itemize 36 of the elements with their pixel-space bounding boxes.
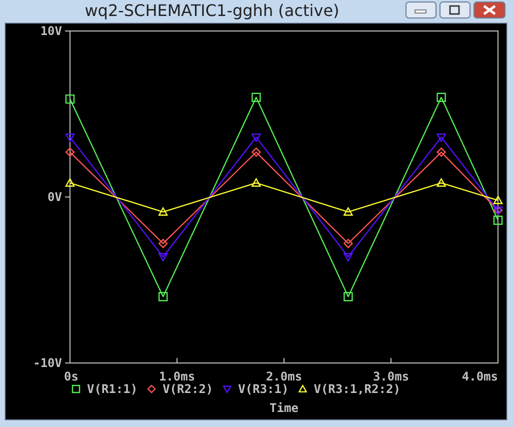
- x-tick-label: 3.0ms: [372, 370, 410, 384]
- y-tick-label: 0V: [48, 190, 62, 204]
- legend-label: V(R2:2): [162, 382, 214, 396]
- legend-label: V(R1:1): [87, 382, 138, 396]
- point: [344, 238, 353, 248]
- point: [158, 207, 168, 216]
- x-tick-label: 1.0ms: [158, 370, 196, 384]
- point: [65, 133, 75, 142]
- point: [65, 178, 75, 187]
- y-tick-label: -10V: [33, 356, 62, 370]
- point: [252, 92, 261, 102]
- point: [158, 252, 168, 262]
- point: [158, 238, 168, 248]
- x-tick-label: 4.0ms: [462, 370, 498, 384]
- point: [252, 133, 261, 142]
- point: [493, 196, 503, 204]
- point: [344, 292, 353, 302]
- legend-label: V(R3:1,R2:2): [314, 382, 400, 396]
- point: [65, 94, 75, 104]
- point: [158, 292, 168, 302]
- point: [436, 133, 446, 142]
- x-tick-label: 2.0ms: [266, 370, 302, 384]
- point: [344, 207, 353, 216]
- point: [65, 148, 75, 157]
- point: [344, 252, 353, 262]
- x-axis-title: Time: [270, 401, 298, 415]
- point: [493, 216, 503, 225]
- point: [436, 178, 446, 187]
- y-tick-label: 10V: [40, 24, 62, 38]
- chart-title: wq2-SCHEMATIC1-gghh (active): [84, 1, 340, 20]
- point: [436, 148, 446, 157]
- point: [252, 148, 261, 157]
- x-tick-label: 0s: [64, 370, 78, 384]
- legend-label: V(R3:1): [238, 382, 289, 396]
- point: [252, 178, 261, 187]
- point: [436, 92, 446, 102]
